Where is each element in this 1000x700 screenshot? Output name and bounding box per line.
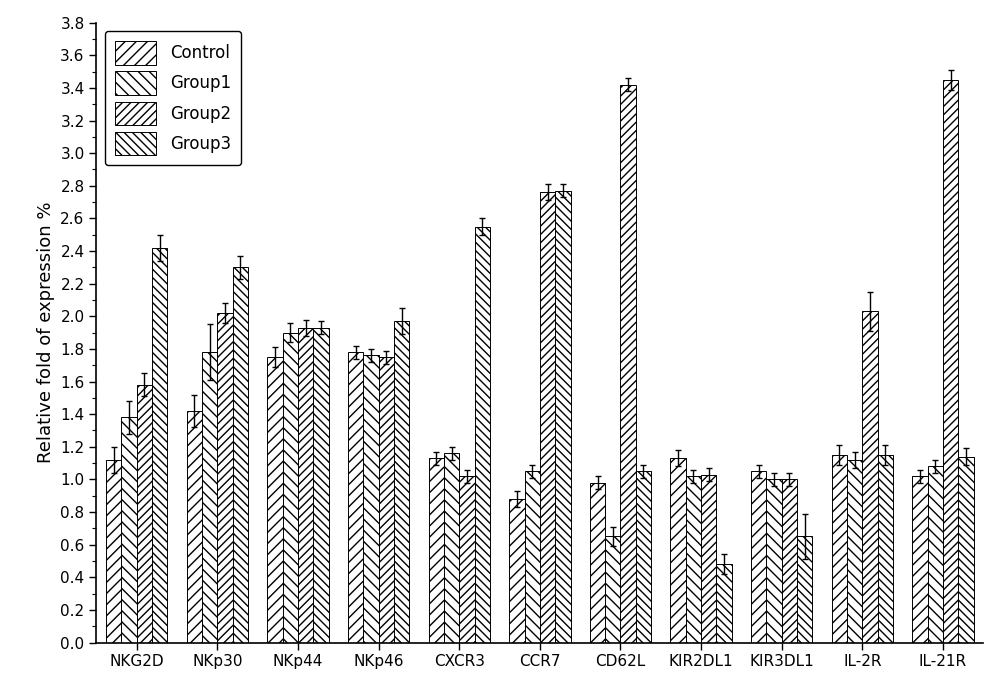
Bar bbox=[429, 458, 444, 643]
Bar bbox=[152, 248, 167, 643]
Bar bbox=[313, 328, 329, 643]
Bar bbox=[620, 85, 636, 643]
Bar bbox=[298, 328, 313, 643]
Bar bbox=[686, 476, 701, 643]
Bar bbox=[363, 356, 379, 643]
Bar bbox=[751, 471, 766, 643]
Bar bbox=[590, 483, 605, 643]
Bar bbox=[540, 193, 555, 643]
Bar bbox=[394, 321, 409, 643]
Bar bbox=[636, 471, 651, 643]
Bar bbox=[862, 312, 878, 643]
Bar bbox=[525, 471, 540, 643]
Bar bbox=[283, 332, 298, 643]
Bar bbox=[928, 466, 943, 643]
Bar bbox=[701, 475, 716, 643]
Bar bbox=[716, 564, 732, 643]
Bar bbox=[766, 480, 782, 643]
Bar bbox=[202, 352, 217, 643]
Bar bbox=[267, 357, 283, 643]
Bar bbox=[605, 536, 620, 643]
Bar bbox=[459, 476, 475, 643]
Bar bbox=[187, 411, 202, 643]
Bar bbox=[379, 357, 394, 643]
Bar bbox=[233, 267, 248, 643]
Bar bbox=[670, 458, 686, 643]
Bar bbox=[912, 476, 928, 643]
Bar bbox=[475, 227, 490, 643]
Bar bbox=[137, 385, 152, 643]
Bar bbox=[509, 499, 525, 643]
Bar bbox=[121, 417, 137, 643]
Bar bbox=[555, 190, 571, 643]
Bar bbox=[847, 460, 862, 643]
Bar bbox=[106, 460, 121, 643]
Bar bbox=[832, 455, 847, 643]
Bar bbox=[878, 455, 893, 643]
Bar bbox=[444, 454, 459, 643]
Bar bbox=[943, 80, 958, 643]
Bar bbox=[348, 352, 363, 643]
Bar bbox=[217, 313, 233, 643]
Bar bbox=[782, 480, 797, 643]
Bar bbox=[797, 536, 812, 643]
Legend: Control, Group1, Group2, Group3: Control, Group1, Group2, Group3 bbox=[105, 31, 241, 165]
Y-axis label: Relative fold of expression %: Relative fold of expression % bbox=[37, 202, 55, 463]
Bar bbox=[958, 456, 974, 643]
